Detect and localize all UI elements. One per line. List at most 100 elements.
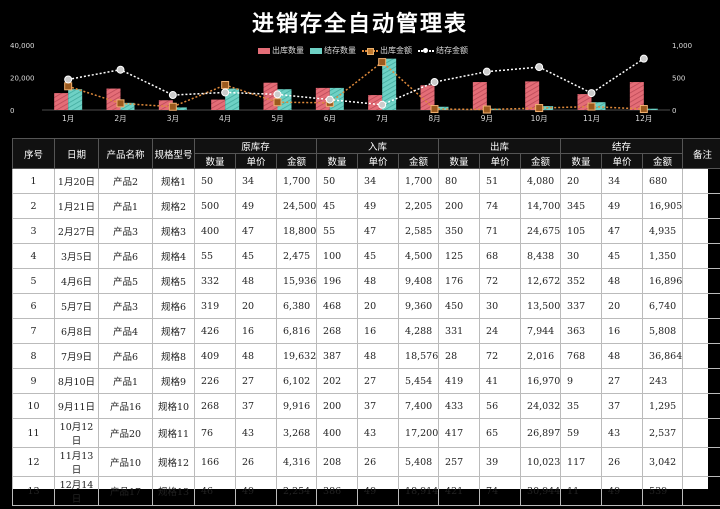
table-cell-note[interactable]: [682, 393, 720, 419]
table-cell-note[interactable]: [682, 368, 720, 394]
table-cell: 1月21日: [54, 193, 99, 219]
table-cell: 规格10: [152, 393, 195, 419]
table-cell-note[interactable]: [682, 447, 720, 477]
table-cell: 24,032: [520, 393, 562, 419]
table-cell: 产品6: [98, 343, 153, 369]
legend-label: 出库数量: [272, 46, 304, 55]
table-cell: 2,016: [520, 343, 562, 369]
table-cell: 166: [194, 447, 236, 477]
x-tick-label: 5月: [271, 114, 283, 123]
table-row: 7 6月8日 产品4 规格7 426 16 6,816 268 16 4,288 331 24 7,94…: [12, 318, 720, 344]
header-price: 单价: [601, 153, 644, 169]
table-cell: 20: [235, 293, 277, 319]
point-bal-amount: [64, 75, 73, 84]
table-row: 3 2月27日 产品3 规格3 400 47 18,800 55 47 2,585 350 71 24,…: [12, 218, 720, 244]
table-cell: 产品17: [98, 476, 153, 506]
table-cell-note[interactable]: [682, 168, 720, 194]
table-cell: 49: [235, 193, 277, 219]
table-cell-note[interactable]: [682, 218, 720, 244]
table-cell: 319: [194, 293, 236, 319]
table-cell: 10月12日: [54, 418, 99, 448]
header-group-out: 出库: [438, 138, 562, 154]
table-cell: 5,454: [398, 368, 440, 394]
table-cell: 71: [479, 218, 522, 244]
table-cell-note[interactable]: [682, 268, 720, 294]
table-cell: 14,700: [520, 193, 562, 219]
bar-bal-qty: [68, 89, 83, 110]
table-cell: 19,632: [275, 343, 318, 369]
header-qty: 数量: [194, 153, 236, 169]
table-cell: 20: [357, 293, 400, 319]
point-bal-amount: [482, 67, 491, 76]
table-cell-note[interactable]: [682, 243, 720, 269]
table-cell: 55: [316, 218, 359, 244]
table-cell: 规格4: [152, 243, 195, 269]
table-cell-note[interactable]: [682, 318, 720, 344]
table-cell: 363: [560, 318, 603, 344]
table-cell: 350: [438, 218, 481, 244]
table-cell: 8,438: [520, 243, 562, 269]
table-cell: 332: [194, 268, 236, 294]
table-cell-note[interactable]: [682, 476, 720, 506]
table-cell-note[interactable]: [682, 343, 720, 369]
legend-item-bal-amt: 结存金额: [418, 45, 468, 56]
header-amount: 金额: [398, 153, 440, 169]
table-cell: 7,400: [398, 393, 440, 419]
table-cell: 200: [438, 193, 481, 219]
table-cell: 20: [601, 293, 644, 319]
table-cell: 1,700: [398, 168, 440, 194]
table-cell: 208: [316, 447, 359, 477]
point-out-amount: [587, 102, 596, 111]
legend-label: 结存数量: [324, 46, 356, 55]
table-cell: 72: [479, 343, 522, 369]
table-row: 12 11月13日 产品10 规格12 166 26 4,316 208 26 5,408 257 3…: [12, 447, 720, 477]
table-cell: 13: [12, 476, 55, 506]
table-cell: 产品20: [98, 418, 153, 448]
table-cell: 4,288: [398, 318, 440, 344]
table-cell: 10: [12, 393, 55, 419]
table-cell: 9,408: [398, 268, 440, 294]
table-cell: 76: [194, 418, 236, 448]
table-row: 13 12月14日 产品17 规格13 46 49 2,254 386 49 18,914 421 7…: [12, 476, 720, 506]
header-amount: 金额: [520, 153, 562, 169]
table-cell: 3月5日: [54, 243, 99, 269]
table-cell: 352: [560, 268, 603, 294]
table-cell: 16,896: [642, 268, 684, 294]
table-cell: 规格13: [152, 476, 195, 506]
page-title: 进销存全自动管理表: [251, 11, 468, 37]
point-bal-amount: [116, 65, 125, 74]
x-tick-label: 9月: [481, 114, 493, 123]
table-cell: 4月6日: [54, 268, 99, 294]
bar-bal-qty: [591, 102, 606, 110]
table-cell: 37: [357, 393, 400, 419]
table-cell: 50: [194, 168, 236, 194]
table-cell: 4,935: [642, 218, 684, 244]
table-cell-note[interactable]: [682, 293, 720, 319]
y-left-tick-label: 20,000: [10, 75, 35, 83]
bar-bal-qty: [172, 107, 187, 110]
table-cell: 680: [642, 168, 684, 194]
table-cell: 74: [479, 476, 522, 506]
x-tick-label: 4月: [219, 114, 231, 123]
table-cell: 125: [438, 243, 481, 269]
table-cell: 468: [316, 293, 359, 319]
inventory-table-container: 序号 日期 产品名称 规格型号 原库存 入库 出库 结存 备注 数量 单价 金额…: [12, 138, 720, 506]
table-cell: 47: [235, 218, 277, 244]
table-cell: 768: [560, 343, 603, 369]
table-cell: 59: [560, 418, 603, 448]
table-cell: 43: [357, 418, 400, 448]
table-cell: 331: [438, 318, 481, 344]
table-cell: 16: [601, 318, 644, 344]
table-cell: 36,864: [642, 343, 684, 369]
point-bal-amount: [221, 88, 230, 97]
table-cell: 34: [235, 168, 277, 194]
x-tick-label: 10月: [531, 114, 548, 123]
table-cell-note[interactable]: [682, 418, 720, 448]
table-cell: 4,080: [520, 168, 562, 194]
x-tick-label: 12月: [635, 114, 652, 123]
table-cell: 产品3: [98, 218, 153, 244]
combo-chart: 40,000 20,000 0 1,000 500 0 1月 2月 3月 4月 5月 6月 7月 8月 9月…: [10, 42, 692, 123]
table-cell-note[interactable]: [682, 193, 720, 219]
point-bal-amount: [378, 100, 387, 109]
table-cell: 26: [601, 447, 644, 477]
